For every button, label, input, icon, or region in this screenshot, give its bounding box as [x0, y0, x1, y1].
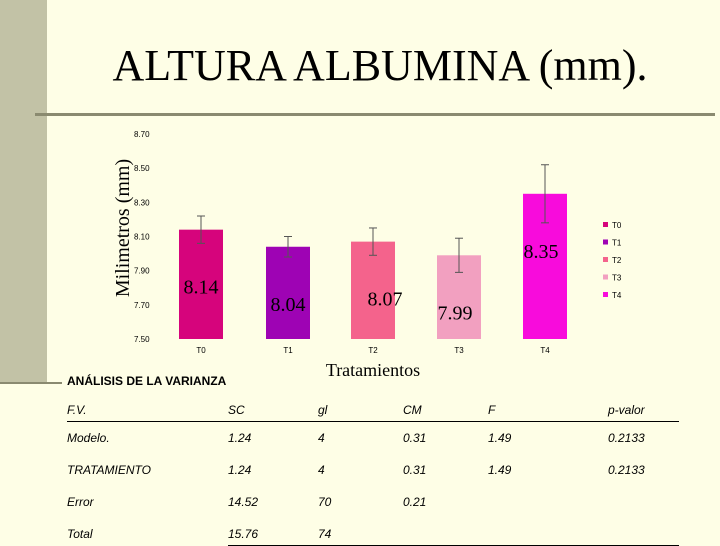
bar-t0 [179, 229, 223, 339]
x-tick-label: T4 [540, 346, 550, 355]
header-sc: SC [228, 402, 318, 422]
x-axis-label: Tratamientos [326, 360, 420, 380]
header-gl: gl [318, 402, 403, 422]
error-bar-t1 [284, 236, 292, 258]
header-fv: F.V. [67, 402, 228, 422]
y-tick-label: 7.90 [134, 267, 150, 276]
legend-label: T4 [612, 291, 622, 300]
table-row: TRATAMIENTO 1.24 4 0.31 1.49 0.2133 [67, 463, 679, 495]
table-cell: 70 [318, 495, 332, 509]
table-cell: 74 [318, 527, 403, 546]
y-axis-ticks: 7.50 7.70 7.90 8.10 8.30 8.50 8.70 [134, 130, 150, 344]
anova-table: F.V. SC gl CM F p-valor Modelo. 1.24 4 0… [67, 402, 679, 546]
slide-title: ALTURA ALBUMINA (mm). [112, 41, 648, 90]
x-tick-label: T0 [196, 346, 206, 355]
table-row: Error 14.52 70 0.21 [67, 495, 679, 527]
x-tick-label: T1 [283, 346, 293, 355]
table-cell: 0.31 [403, 431, 427, 445]
legend-label: T0 [612, 221, 622, 230]
table-cell [608, 495, 679, 527]
table-cell [608, 527, 679, 546]
legend-label: T1 [612, 239, 622, 248]
table-cell: 15.76 [228, 527, 318, 546]
table-cell [488, 527, 608, 546]
table-cell: 0.21 [403, 495, 427, 509]
title-divider [35, 113, 715, 116]
value-label: 8.04 [271, 294, 306, 316]
table-cell: 1.49 [488, 431, 512, 445]
legend-label: T2 [612, 256, 622, 265]
table-cell: 4 [318, 431, 325, 445]
legend-item-t4: T4 [603, 291, 622, 300]
legend-item-t3: T3 [603, 274, 622, 283]
value-label: 7.99 [438, 302, 473, 324]
legend-item-t2: T2 [603, 256, 622, 265]
table-cell: Modelo. [67, 431, 110, 445]
y-tick-label: 7.70 [134, 301, 150, 310]
y-tick-label: 8.50 [134, 164, 150, 173]
value-label: 8.14 [184, 277, 219, 299]
value-label: 8.35 [524, 241, 559, 263]
table-cell: 1.24 [228, 463, 252, 477]
table-cell: 4 [318, 463, 325, 477]
sidebar-divider [0, 382, 62, 384]
legend: T0 T1 T2 T3 T4 [603, 221, 622, 300]
y-tick-label: 8.30 [134, 198, 150, 207]
table-row: Modelo. 1.24 4 0.31 1.49 0.2133 [67, 422, 679, 464]
value-labels: 8.14 8.04 8.07 7.99 8.35 [184, 241, 559, 325]
y-axis-label: Milimetros (mm) [112, 159, 134, 297]
table-cell: Total [67, 527, 93, 541]
bars [179, 193, 567, 339]
bar-t1 [266, 246, 310, 339]
header-p-valor: p-valor [608, 402, 679, 422]
legend-item-t1: T1 [603, 239, 622, 248]
y-tick-label: 8.10 [134, 233, 150, 242]
value-label: 8.07 [368, 289, 403, 311]
table-cell: 0.31 [403, 463, 427, 477]
error-bar-t2 [369, 227, 377, 256]
table-cell: Error [67, 495, 94, 509]
x-tick-label: T3 [454, 346, 464, 355]
header-cm: CM [403, 402, 488, 422]
table-cell: 1.49 [488, 463, 512, 477]
anova-title: ANÁLISIS DE LA VARIANZA [67, 374, 227, 388]
x-tick-label: T2 [368, 346, 378, 355]
table-cell: TRATAMIENTO [67, 463, 151, 477]
table-cell [403, 527, 488, 546]
decorative-sidebar [0, 0, 47, 382]
table-row: Total 15.76 74 [67, 527, 679, 546]
y-tick-label: 7.50 [134, 335, 150, 344]
bar-t2 [351, 241, 395, 339]
table-cell [488, 495, 608, 527]
table-cell: 14.52 [228, 495, 259, 509]
error-bar-t4 [541, 164, 549, 224]
error-bars [197, 164, 549, 273]
error-bar-t0 [197, 215, 205, 244]
y-tick-label: 8.70 [134, 130, 150, 139]
table-cell: 0.2133 [608, 431, 645, 445]
header-f: F [488, 402, 608, 422]
error-bar-t3 [455, 237, 463, 273]
legend-item-t0: T0 [603, 221, 622, 230]
table-cell: 0.2133 [608, 463, 645, 477]
table-cell: 1.24 [228, 431, 252, 445]
x-axis-ticks: T0 T1 T2 T3 T4 [196, 346, 550, 355]
legend-label: T3 [612, 274, 622, 283]
anova-header-row: F.V. SC gl CM F p-valor [67, 402, 679, 422]
